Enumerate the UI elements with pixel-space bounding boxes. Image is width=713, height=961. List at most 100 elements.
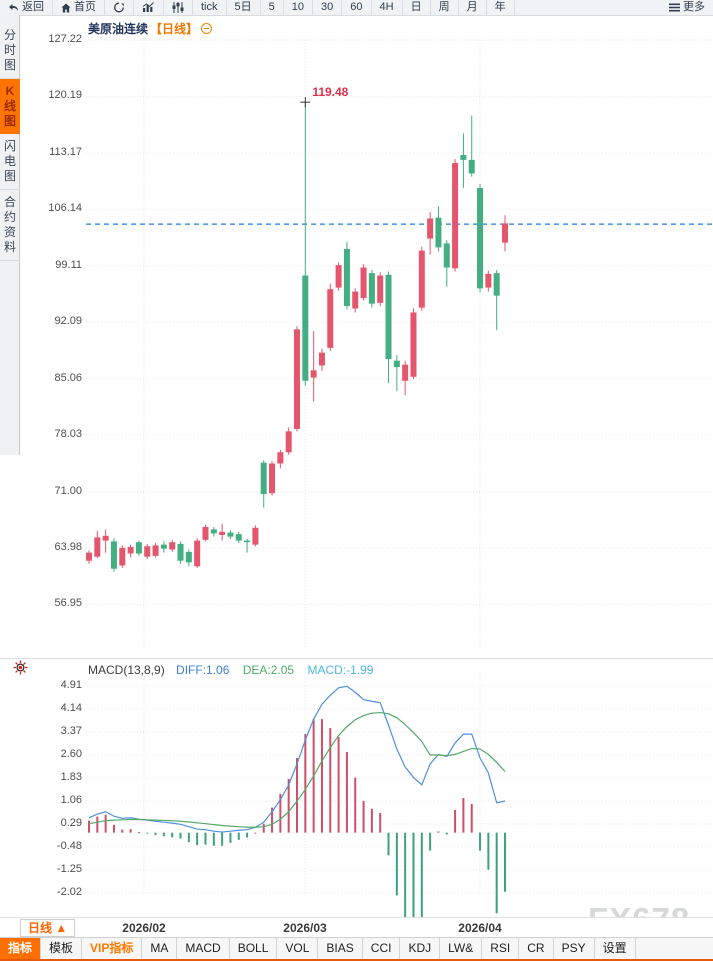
bottom-toolbar-button-ma[interactable]: MA <box>142 938 178 959</box>
macd-hist-bar <box>462 798 465 833</box>
y-axis-tick-label: 106.14 <box>48 202 82 215</box>
macd-hist-bar <box>412 832 415 917</box>
menu-icon <box>669 3 680 12</box>
macd-hist-bar <box>379 812 382 833</box>
macd-hist-bar <box>137 832 140 834</box>
candle <box>102 529 109 553</box>
macd-hist-bar <box>445 832 448 835</box>
candle <box>119 545 126 568</box>
bottom-toolbar-button-vol[interactable]: VOL <box>277 938 319 959</box>
macd-hist-bar <box>437 831 440 833</box>
toolbar-button-30m[interactable]: 30 <box>313 0 343 15</box>
macd-y-axis-tick-label: 4.14 <box>60 701 82 714</box>
bottom-toolbar-button-cci[interactable]: CCI <box>363 938 401 959</box>
instrument-name: 美原油连续 <box>88 22 149 36</box>
macd-hist-bar <box>112 824 115 833</box>
candle <box>360 264 367 301</box>
toolbar-button-5d[interactable]: 5日 <box>227 0 261 15</box>
toolbar-button-label: 首页 <box>74 1 96 13</box>
candle <box>244 539 251 553</box>
toolbar-button-label: 60 <box>350 1 363 13</box>
candle <box>402 360 409 396</box>
circle-minus-icon[interactable] <box>201 23 213 34</box>
toolbar-button-candle-style[interactable] <box>164 0 193 15</box>
sidebar-item-kline-chart[interactable]: K线图 <box>0 79 20 134</box>
toolbar-button-label: tick <box>201 1 218 13</box>
macd-hist-bar <box>212 832 215 846</box>
sidebar-item-lightning-chart[interactable]: 闪电图 <box>0 134 20 190</box>
macd-y-axis-tick-label: -1.25 <box>56 862 82 875</box>
macd-hist-bar <box>104 814 107 833</box>
macd-y-axis-tick-label: 2.60 <box>60 747 82 760</box>
macd-y-axis-tick-label: 1.06 <box>60 793 82 806</box>
bottom-toolbar-button-cr[interactable]: CR <box>519 938 554 959</box>
bottom-toolbar-button-kdj[interactable]: KDJ <box>400 938 441 959</box>
bottom-toolbar-button-rsi[interactable]: RSI <box>482 938 520 959</box>
toolbar-button-60m[interactable]: 60 <box>342 0 372 15</box>
candle <box>310 330 317 402</box>
bottom-toolbar-button-macd[interactable]: MACD <box>177 938 230 959</box>
x-axis-month-label: 2026/04 <box>458 921 502 935</box>
bottom-toolbar-button-bias[interactable]: BIAS <box>318 938 363 959</box>
macd-hist-bar <box>196 832 199 846</box>
bottom-toolbar-button-lw[interactable]: LW& <box>440 938 483 959</box>
macd-y-axis-tick-label: 3.37 <box>60 724 82 737</box>
x-axis-month-label: 2026/03 <box>283 921 327 935</box>
candle <box>377 272 384 307</box>
y-axis-tick-label: 99.11 <box>55 258 82 271</box>
candle <box>285 427 292 455</box>
macd-hist-bar <box>129 829 132 833</box>
toolbar-button-home[interactable]: 首页 <box>53 0 105 15</box>
candle <box>302 102 309 386</box>
bottom-toolbar-button-boll[interactable]: BOLL <box>230 938 278 959</box>
toolbar-button-more[interactable]: 更多 <box>661 0 713 15</box>
y-axis-tick-label: 127.22 <box>48 33 82 45</box>
bottom-toolbar-button-vip-indicator[interactable]: VIP指标 <box>82 938 143 959</box>
sidebar-item-contract-info[interactable]: 合约资料 <box>0 190 20 261</box>
indicator-settings-icon[interactable] <box>13 660 28 680</box>
candle <box>202 524 209 542</box>
toolbar-button-back[interactable]: 返回 <box>0 0 53 15</box>
y-axis-tick-label: 113.17 <box>49 145 82 158</box>
toolbar-button-chart-type[interactable] <box>134 0 164 15</box>
bottom-toolbar-button-template[interactable]: 模板 <box>41 938 83 959</box>
candle <box>160 541 167 553</box>
toolbar-button-label: 日 <box>410 1 422 13</box>
bottom-toolbar-button-psy[interactable]: PSY <box>554 938 595 959</box>
high-annotation: 119.48 <box>300 85 349 108</box>
toolbar-button-day[interactable]: 日 <box>403 0 431 15</box>
candle <box>94 530 101 559</box>
back-arrow-icon <box>8 3 19 13</box>
home-icon <box>61 3 71 13</box>
macd-hist-bar <box>304 734 307 833</box>
bottom-accent-bar <box>0 958 713 961</box>
candle <box>443 240 450 287</box>
macd-hist-value: MACD:-1.99 <box>307 663 374 677</box>
toolbar-button-week[interactable]: 周 <box>431 0 459 15</box>
toolbar-button-tick[interactable]: tick <box>193 0 227 15</box>
toolbar-button-month[interactable]: 月 <box>459 0 487 15</box>
macd-hist-bar <box>354 777 357 833</box>
y-axis-tick-label: 78.03 <box>54 428 82 441</box>
period-selector[interactable]: 日线 ▲ <box>20 919 76 937</box>
macd-hist-bar <box>254 832 257 834</box>
bottom-toolbar-button-settings[interactable]: 设置 <box>595 938 636 959</box>
toolbar-button-4h[interactable]: 4H <box>372 0 403 15</box>
macd-hist-bar <box>179 832 182 839</box>
macd-hist-bar <box>162 832 165 837</box>
macd-hist-bar <box>204 832 207 845</box>
toolbar-button-refresh[interactable] <box>105 0 134 15</box>
toolbar-button-5m[interactable]: 5 <box>261 0 284 15</box>
toolbar-button-10m[interactable]: 10 <box>284 0 313 15</box>
sidebar-item-time-chart[interactable]: 分时图 <box>0 23 20 79</box>
bottom-toolbar-button-indicator[interactable]: 指标 <box>0 938 42 959</box>
candle <box>385 271 392 384</box>
panel-divider <box>0 658 713 659</box>
macd-header: MACD(13,8,9) DIFF:1.06 DEA:2.05 MACD:-1.… <box>88 663 373 677</box>
x-axis-month-label: 2026/02 <box>122 921 166 935</box>
candle <box>427 212 434 255</box>
macd-hist-bar <box>429 832 432 851</box>
toolbar-button-label: 周 <box>438 1 450 13</box>
toolbar-button-year[interactable]: 年 <box>487 0 515 15</box>
candle <box>227 530 234 540</box>
